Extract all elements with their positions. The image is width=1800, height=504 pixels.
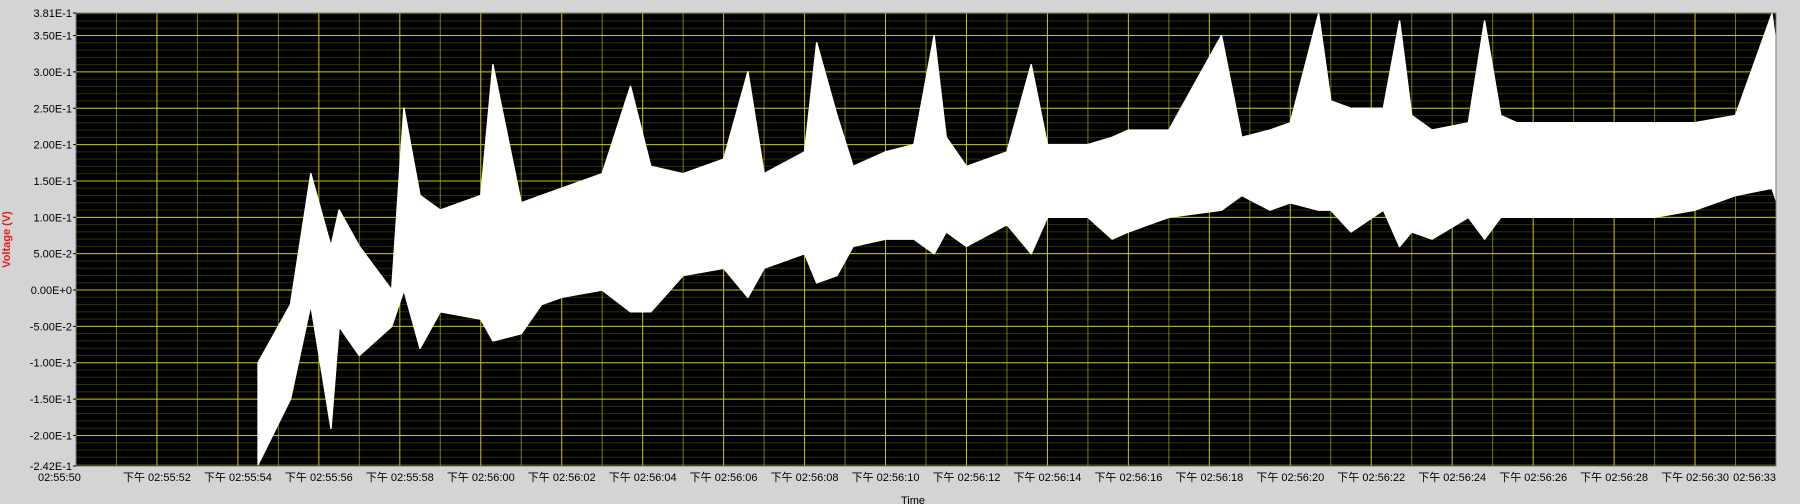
y-tick-label: 1.00E-1 xyxy=(33,212,72,224)
y-tick-label: -1.50E-1 xyxy=(30,394,72,406)
x-axis-label: Time xyxy=(901,495,925,504)
x-tick-label: 下午 02:56:14 xyxy=(1013,471,1081,484)
y-tick-label: 0.00E+0 xyxy=(31,285,72,297)
x-tick-label: 下午 02:56:02 xyxy=(528,471,596,484)
x-tick-label: 下午 02:56:22 xyxy=(1337,471,1405,484)
y-tick-label: 3.00E-1 xyxy=(33,67,72,79)
y-tick-label: 2.00E-1 xyxy=(33,140,72,152)
x-tick-label: 下午 02:56:30 xyxy=(1661,471,1729,484)
y-tick-label: -5.00E-2 xyxy=(30,321,72,333)
voltage-trace-0 xyxy=(257,13,1776,466)
y-tick-label: -1.00E-1 xyxy=(30,358,72,370)
x-tick-label: 下午 02:56:20 xyxy=(1256,471,1324,484)
plot-frame xyxy=(75,12,1777,467)
x-tick-label: 下午 02:55:56 xyxy=(285,471,353,484)
y-axis-label: Voltage (V) xyxy=(1,211,13,268)
x-tick-label: 下午 02:56:18 xyxy=(1175,471,1243,484)
x-tick-label: 下午 02:56:24 xyxy=(1418,471,1486,484)
y-tick-label: 1.50E-1 xyxy=(33,176,72,188)
x-tick-label: 02:56:33 xyxy=(1733,472,1776,484)
x-tick-label: 下午 02:56:06 xyxy=(690,471,758,484)
y-tick-label: 2.50E-1 xyxy=(33,103,72,115)
y-tick-label: -2.00E-1 xyxy=(30,430,72,442)
x-tick-label: 下午 02:55:58 xyxy=(366,471,434,484)
y-tick-label: 5.00E-2 xyxy=(33,249,72,261)
x-tick-label: 下午 02:56:10 xyxy=(852,471,920,484)
x-tick-label: 下午 02:56:12 xyxy=(933,471,1001,484)
x-tick-label: 下午 02:55:52 xyxy=(123,471,191,484)
y-tick-label: 3.50E-1 xyxy=(33,31,72,43)
x-tick-label: 下午 02:56:28 xyxy=(1580,471,1648,484)
x-tick-label: 02:55:50 xyxy=(38,472,81,484)
y-tick-label: -2.42E-1 xyxy=(30,461,72,473)
x-tick-label: 下午 02:56:16 xyxy=(1094,471,1162,484)
y-tick-label: 3.81E-1 xyxy=(33,8,72,20)
x-tick-label: 下午 02:56:00 xyxy=(447,471,515,484)
x-tick-label: 下午 02:56:26 xyxy=(1499,471,1567,484)
x-tick-label: 下午 02:55:54 xyxy=(204,471,272,484)
x-tick-label: 下午 02:56:08 xyxy=(771,471,839,484)
x-tick-label: 下午 02:56:04 xyxy=(609,471,677,484)
